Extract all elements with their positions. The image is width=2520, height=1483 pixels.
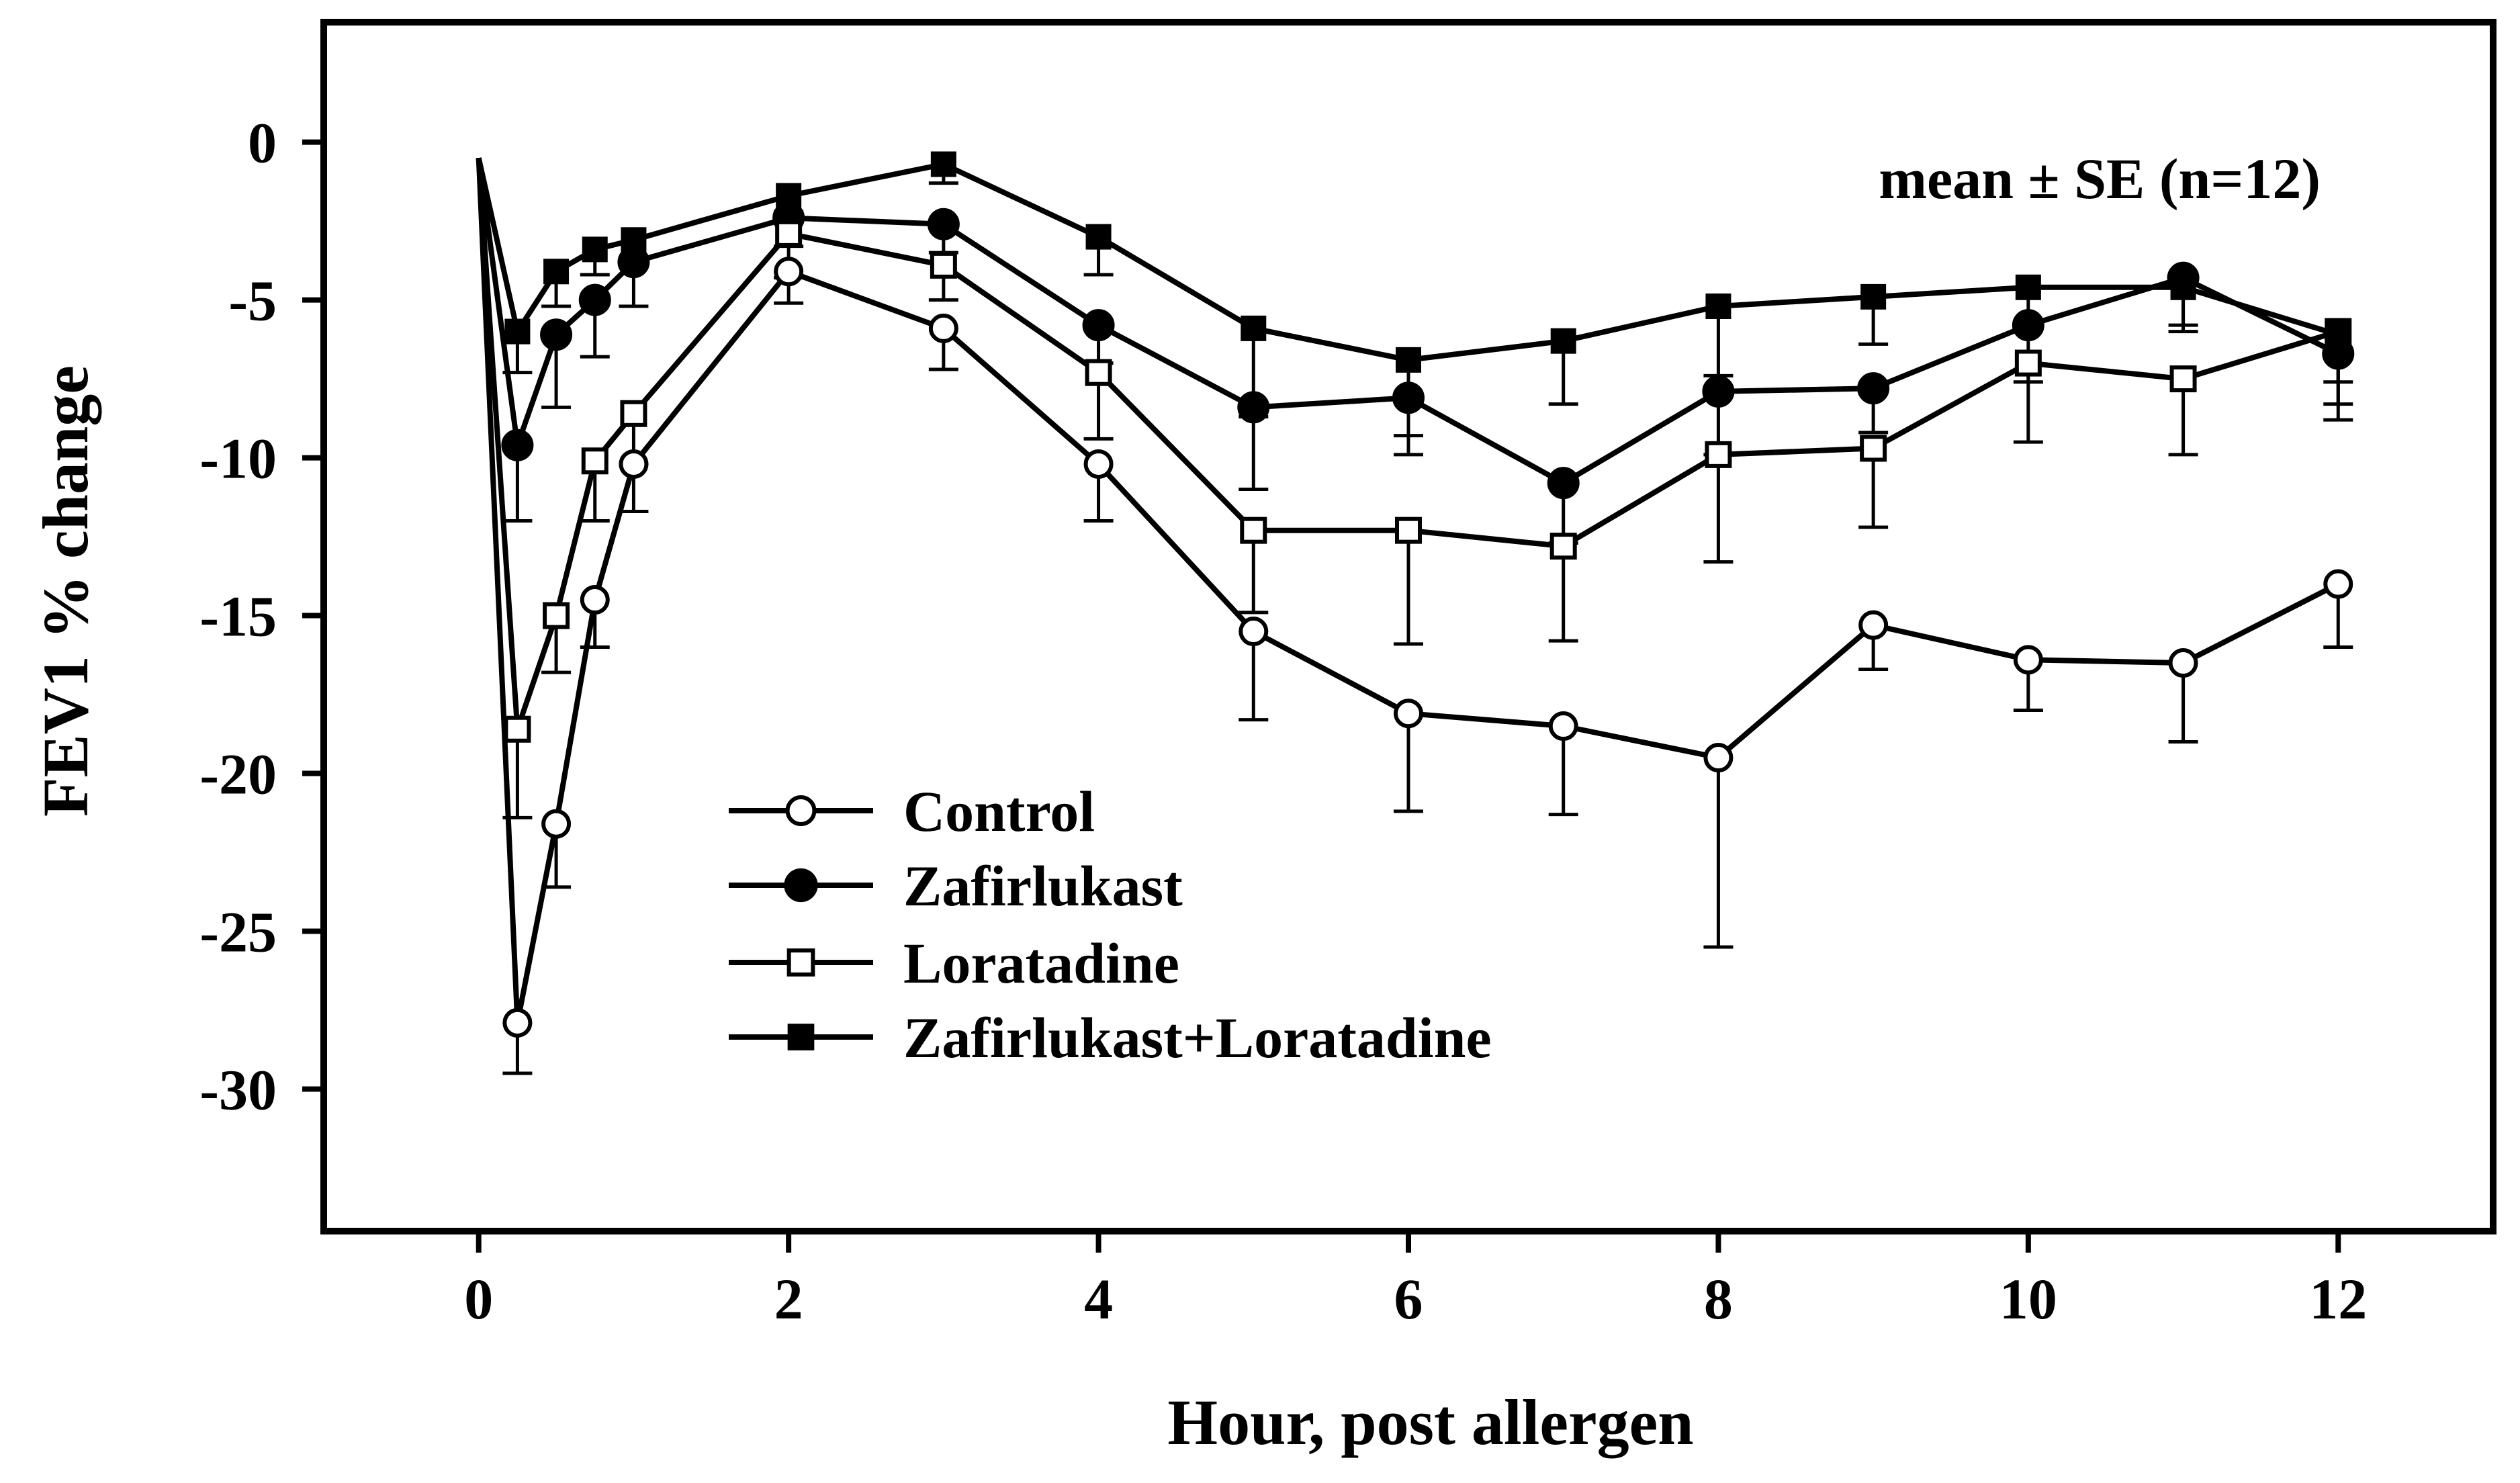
legend-marker [787,1024,815,1050]
data-point [2325,322,2351,348]
data-point [1860,283,1887,310]
series-line-zafirlukast [476,157,2340,486]
data-point [776,183,802,209]
legend-label: Loratadine [903,931,1179,995]
legend-item-zafirlukast: Zafirlukast [729,854,1183,918]
data-point [2013,645,2043,675]
legend: Control Zafirlukast Loratadine Zafirlukast+… [729,779,1492,1070]
series-line-zafirlukast-loratadine [476,157,2339,363]
data-point [2168,648,2198,678]
data-point [1857,372,1890,405]
data-point [541,809,572,839]
x-tick-label: 6 [1394,1267,1423,1331]
data-point [1396,347,1421,373]
data-point [1705,293,1731,319]
data-point [1858,610,1889,640]
data-point [1549,533,1577,560]
data-point [1237,391,1270,424]
x-tick-label: 0 [464,1267,493,1331]
data-point [582,236,608,263]
y-axis-title: FEV1 % change [30,365,101,817]
data-point [580,585,610,615]
y-tick-label: -15 [199,584,277,649]
data-point [1548,711,1578,742]
data-point [2012,309,2044,342]
y-tick-label: -10 [199,426,277,491]
legend-item-loratadine: Loratadine [729,931,1179,995]
data-point [543,259,570,285]
legend-marker [784,868,818,903]
data-point [543,602,570,629]
data-point [930,251,957,279]
data-point [927,208,960,240]
data-point [1395,516,1422,544]
data-point [1860,435,1887,462]
data-point [1083,449,1114,479]
data-point [1241,315,1267,341]
legend-label: Control [903,779,1095,844]
data-point [2169,365,2197,393]
data-point [578,283,611,316]
x-tick-label: 2 [774,1267,803,1331]
y-tick-label: -20 [199,742,277,807]
data-point [2170,274,2196,300]
data-point [504,318,531,345]
data-point [2014,349,2042,377]
data-point [2015,274,2041,300]
y-tick-label: -25 [199,900,277,964]
y-tick-label: 0 [248,111,277,175]
data-point [930,151,956,177]
data-point [1239,617,1269,647]
x-tick-label: 4 [1084,1267,1113,1331]
legend-marker [785,795,817,826]
data-point [502,1007,533,1038]
x-axis-title: Hour, post allergen [1167,1386,1693,1458]
legend-label: Zafirlukast [903,854,1183,918]
x-tick-label: 12 [2309,1267,2367,1331]
x-tick-label: 10 [1999,1267,2057,1331]
data-point [1392,381,1425,414]
data-point [504,715,531,743]
data-point [1085,359,1112,386]
legend-marker [786,948,815,977]
data-point [1082,309,1115,342]
data-point [540,318,573,351]
data-point [620,400,647,427]
data-point [928,313,958,343]
error-bars-loratadine [502,233,2353,819]
annotation-mean-se: mean ± SE (n=12) [1879,146,2321,211]
series-layer [476,151,2355,1075]
data-point [1240,516,1267,544]
legend-label: Zafirlukast+Loratadine [903,1005,1492,1070]
legend-item-zafirlukast-loratadine: Zafirlukast+Loratadine [729,1005,1492,1070]
data-point [2323,569,2353,599]
data-point [775,220,803,247]
data-point [621,227,647,253]
data-point [1394,699,1423,729]
x-tick-label: 8 [1704,1267,1733,1331]
markers-control [502,257,2353,1038]
y-tick-label: -5 [228,269,277,333]
data-point [1702,375,1735,408]
series-line-control [476,157,2340,1026]
data-point [1547,467,1580,500]
y-tick-label: -30 [199,1058,277,1122]
data-point [774,257,804,287]
series-line-loratadine [476,157,2339,732]
markers-zafirlukast-loratadine [504,151,2351,373]
data-point [501,429,534,461]
data-point [619,449,649,479]
data-point [1705,441,1732,468]
data-point [581,447,609,475]
data-point [1703,743,1734,773]
error-bars-control [502,271,2353,1075]
data-point [1550,328,1576,354]
data-point [1085,224,1112,250]
y-axis: 0 -5 -10 -15 -20 -25 -30 [199,111,324,1122]
legend-item-control: Control [729,779,1095,844]
x-axis: 0 2 4 6 8 10 12 [464,1231,2367,1331]
